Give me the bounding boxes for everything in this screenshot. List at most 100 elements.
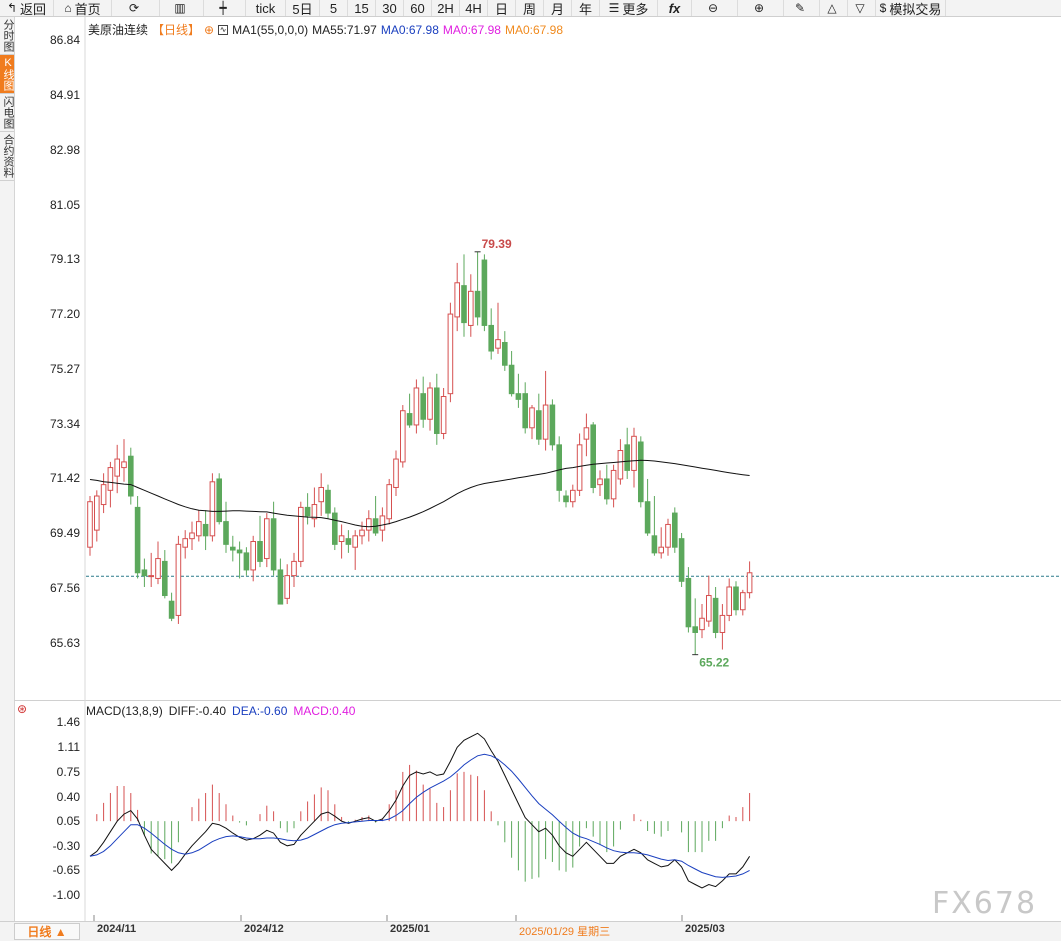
period-tick[interactable]: tick (246, 0, 286, 16)
y-tick-label: 86.84 (49, 33, 80, 47)
candle-body (223, 521, 229, 545)
zoom-out-icon: ⊖ (707, 1, 719, 15)
period-30min[interactable]: 30 (376, 0, 404, 16)
candle-body (311, 504, 318, 520)
tab-flash[interactable]: 闪电图 (0, 94, 14, 132)
candle-body (345, 538, 352, 545)
candle-body (617, 450, 624, 480)
y-tick-label: 75.27 (49, 361, 80, 376)
candle-body (270, 518, 277, 571)
x-tick-label: 2024/12 (244, 923, 284, 935)
period-15min[interactable]: 15 (348, 0, 376, 16)
refresh-button[interactable]: ⟳ (112, 0, 160, 16)
zoom-in-button[interactable]: ⊕ (738, 0, 784, 16)
period-month[interactable]: 月 (544, 0, 572, 17)
candle-body (536, 410, 542, 440)
period-label[interactable]: 【日线】 (152, 23, 201, 37)
candle-body (665, 523, 671, 548)
macd-y-tick-label: 0.40 (56, 789, 80, 804)
ma-params[interactable]: MA1(55,0,0,0) (232, 22, 309, 37)
y-tick-label: 67.56 (49, 581, 80, 596)
candle-body (583, 427, 590, 440)
candlestick-icon: ┿ (219, 1, 227, 15)
candle-body (379, 515, 386, 531)
candle-body (298, 506, 304, 562)
candle-body (366, 518, 372, 531)
candle-body (107, 467, 114, 491)
macd-dea: DEA:-0.60 (232, 704, 288, 718)
zoom-in-icon: ⊕ (753, 1, 765, 15)
period-2h[interactable]: 2H (432, 0, 460, 16)
more-button[interactable]: ☰ 更多 (600, 0, 658, 17)
candlestick-button[interactable]: ┿ (204, 0, 246, 16)
candle-body (672, 512, 678, 548)
period-4h-label: 4H (465, 0, 482, 16)
candle-body (264, 518, 270, 560)
candle-body (141, 569, 148, 577)
draw-icon: ✎ (794, 1, 806, 15)
period-5day[interactable]: 5日 (286, 0, 320, 17)
side-tabs: 分时图 K线图 闪电图 合约资料 (0, 17, 15, 937)
ma0-value-c: MA0:67.98 (504, 22, 563, 37)
candle-body (243, 552, 250, 571)
candle-body (570, 489, 576, 503)
candle-body (189, 532, 195, 540)
candle-body (610, 469, 617, 500)
candle-body (644, 501, 651, 534)
candle-body (454, 282, 460, 318)
diff-line (89, 732, 751, 889)
period-5min[interactable]: 5 (320, 0, 348, 16)
period-selector-button[interactable]: 日线 ▲ (14, 923, 80, 940)
zoom-out-button[interactable]: ⊖ (692, 0, 738, 16)
period-day[interactable]: 日 (488, 0, 516, 17)
triangle-down-icon: ▽ (855, 1, 865, 15)
candle-body (168, 600, 175, 619)
tab-intraday[interactable]: 分时图 (0, 17, 14, 55)
candle-body (325, 489, 331, 514)
period-week[interactable]: 周 (516, 0, 544, 17)
candle-body (393, 458, 399, 488)
refresh-icon: ⟳ (128, 1, 140, 15)
candle-body (461, 285, 467, 324)
candle-body (502, 341, 508, 366)
candle-body (712, 597, 719, 633)
macd-settings-icon[interactable]: ⊛ (17, 702, 28, 716)
candle-body (100, 484, 107, 506)
candle-body (638, 441, 644, 503)
candle-body (162, 560, 168, 597)
y-tick-label: 73.34 (49, 416, 80, 431)
period-year[interactable]: 年 (572, 0, 600, 17)
pane-divider[interactable] (14, 700, 1061, 701)
candle-body (277, 569, 284, 605)
candle-body (427, 387, 433, 420)
triangle-up-icon: △ (827, 1, 837, 15)
bar-chart-icon: ▥ (174, 1, 186, 15)
candle-body (216, 478, 222, 523)
tab-contract[interactable]: 合约资料 (0, 132, 14, 181)
triangle-up-button[interactable]: △ (820, 0, 848, 16)
candle-body (522, 393, 529, 429)
add-indicator-icon[interactable]: ⊕ (204, 22, 215, 37)
macd-name[interactable]: MACD(13,8,9) (86, 704, 163, 718)
macd-diff: DIFF:-0.40 (168, 704, 227, 718)
tab-kline[interactable]: K线图 (0, 55, 14, 94)
ma0-value-b: MA0:67.98 (442, 22, 501, 37)
draw-button[interactable]: ✎ (784, 0, 820, 16)
macd-y-tick-label: 1.11 (57, 739, 80, 754)
candle-body (740, 592, 746, 611)
back-button[interactable]: ↰ 返回 (0, 0, 54, 17)
candle-body (556, 444, 563, 491)
bar-chart-button[interactable]: ▥ (160, 0, 204, 16)
candle-body (196, 521, 202, 537)
home-button[interactable]: ⌂ 首页 (54, 0, 112, 17)
candle-body (338, 535, 345, 543)
formula-button[interactable]: fx (658, 0, 692, 16)
sim-trade-button[interactable]: $ 模拟交易 (876, 0, 946, 17)
period-4h[interactable]: 4H (460, 0, 488, 16)
period-60min[interactable]: 60 (404, 0, 432, 16)
candle-body (529, 407, 535, 429)
triangle-down-button[interactable]: ▽ (848, 0, 876, 16)
period-15min-label: 15 (354, 0, 369, 16)
macd-y-tick-label: -1.00 (52, 888, 80, 902)
